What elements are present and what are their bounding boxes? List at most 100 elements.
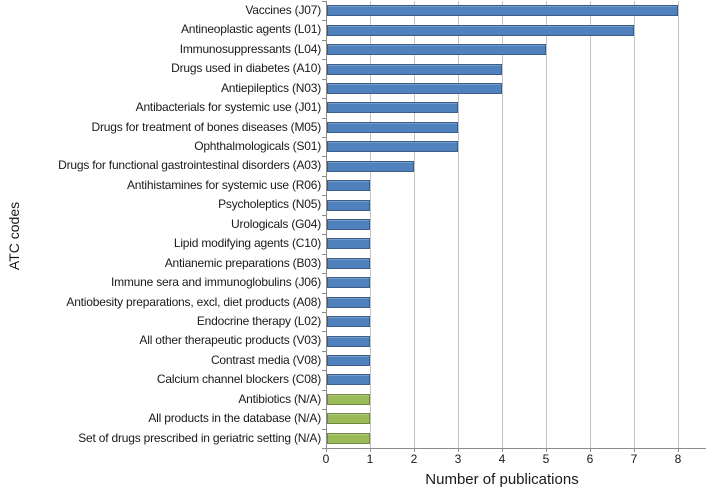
category-label: Antiepileptics (N03) [220, 80, 321, 95]
y-axis-tick [322, 409, 326, 410]
gridline [458, 1, 459, 448]
y-axis-tick [322, 429, 326, 430]
bar [327, 102, 458, 114]
y-axis-tick [322, 293, 326, 294]
bar [327, 413, 370, 425]
x-axis-tick-label: 3 [454, 452, 462, 466]
bar [327, 355, 370, 367]
category-label: Endocrine therapy (L02) [196, 313, 321, 328]
bar [327, 121, 458, 133]
category-label: All products in the database (N/A) [148, 411, 321, 426]
x-axis-tick-label: 5 [542, 452, 550, 466]
category-label: Drugs used in diabetes (A10) [171, 61, 321, 76]
y-axis-tick [322, 234, 326, 235]
y-axis-tick [322, 59, 326, 60]
x-axis-tick [458, 448, 459, 452]
y-axis-tick [322, 273, 326, 274]
x-axis-title: Number of publications [425, 471, 579, 488]
bar [327, 180, 370, 192]
category-label: Antihistamines for systemic use (R06) [127, 177, 321, 192]
bar [327, 5, 678, 17]
bar [327, 257, 370, 269]
category-label: Antineoplastic agents (L01) [180, 22, 321, 37]
gridline [678, 1, 679, 448]
y-axis-tick [322, 156, 326, 157]
x-axis-tick-label: 4 [498, 452, 506, 466]
x-axis-tick-label: 2 [410, 452, 418, 466]
category-label: Lipid modifying agents (C10) [173, 236, 321, 251]
bar [327, 24, 634, 36]
y-axis-tick [322, 40, 326, 41]
category-label: Immunosuppressants (L04) [179, 41, 321, 56]
bar [327, 393, 370, 405]
y-axis-tick [322, 118, 326, 119]
y-axis-tick [322, 331, 326, 332]
x-axis-tick-label: 6 [586, 452, 594, 466]
gridline [502, 1, 503, 448]
plot-area [322, 1, 706, 452]
bar [327, 44, 546, 56]
category-label: Set of drugs prescribed in geriatric set… [78, 430, 321, 445]
category-label: Ophthalmologicals (S01) [194, 139, 321, 154]
category-label: Antianemic preparations (B03) [164, 255, 321, 270]
y-axis-tick [322, 351, 326, 352]
y-axis-tick [322, 195, 326, 196]
x-axis-tick-label: 7 [630, 452, 638, 466]
bar [327, 238, 370, 250]
category-label: Psycholeptics (N05) [218, 197, 321, 212]
bar [327, 219, 370, 230]
bar [327, 63, 502, 75]
y-axis-tick [322, 176, 326, 177]
x-axis-tick-labels: 0 1 2 3 4 5 6 7 8 [322, 452, 706, 468]
y-axis-tick [322, 79, 326, 80]
y-axis-tick [322, 254, 326, 255]
y-axis-tick [322, 1, 326, 2]
x-axis-tick [370, 448, 371, 452]
y-axis-tick [322, 98, 326, 99]
y-axis-tick [322, 215, 326, 216]
x-axis-tick [678, 448, 679, 452]
category-label: Calcium channel blockers (C08) [156, 372, 321, 387]
bar [327, 335, 370, 347]
category-label: Urologicals (G04) [231, 216, 321, 231]
category-label: Immune sera and immunoglobulins (J06) [110, 275, 321, 290]
y-axis-tick [322, 137, 326, 138]
category-axis-labels: Vaccines (J07) Antineoplastic agents (L01… [0, 1, 321, 448]
bar [327, 277, 370, 289]
category-label: Antibiotics (N/A) [238, 391, 321, 406]
x-axis-tick [634, 448, 635, 452]
bar [327, 141, 458, 153]
bar [327, 199, 370, 211]
y-axis-tick [322, 370, 326, 371]
category-label: Drugs for treatment of bones diseases (M… [91, 119, 321, 134]
x-axis-tick [326, 448, 327, 452]
x-axis-tick [590, 448, 591, 452]
gridline [634, 1, 635, 448]
x-axis-tick [414, 448, 415, 452]
x-axis-tick [546, 448, 547, 452]
x-axis-tick [502, 448, 503, 452]
category-label: All other therapeutic products (V03) [139, 333, 321, 348]
category-label: Contrast media (V08) [210, 352, 321, 367]
bar [327, 160, 414, 172]
category-label: Antiobesity preparations, excl, diet pro… [66, 294, 321, 309]
gridline [590, 1, 591, 448]
y-axis-tick [322, 20, 326, 21]
bar [327, 82, 502, 94]
gridline [370, 1, 371, 448]
y-axis-tick [322, 390, 326, 391]
gridline [414, 1, 415, 448]
x-axis-tick-label: 0 [322, 452, 330, 466]
bar [327, 432, 370, 444]
bar [327, 374, 370, 386]
category-label: Vaccines (J07) [245, 3, 321, 17]
x-axis-line [326, 448, 706, 449]
y-axis-tick [322, 312, 326, 313]
category-label: Antibacterials for systemic use (J01) [135, 100, 322, 115]
y-axis-line [326, 1, 327, 448]
gridline [546, 1, 547, 448]
x-axis-tick-label: 8 [674, 452, 682, 466]
x-axis-tick-label: 1 [366, 452, 374, 466]
category-label: Drugs for functional gastrointestinal di… [58, 158, 321, 173]
